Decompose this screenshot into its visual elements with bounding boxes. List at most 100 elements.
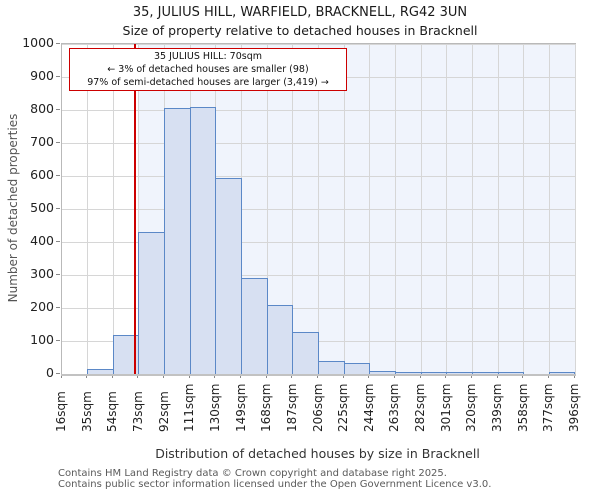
x-axis-line xyxy=(61,374,576,376)
x-tick-label: 111sqm xyxy=(182,383,197,432)
x-tick-mark xyxy=(393,374,395,378)
property-annotation-box: 35 JULIUS HILL: 70sqm ← 3% of detached h… xyxy=(69,48,347,91)
y-tick-label: 600 xyxy=(30,167,54,182)
v-gridline xyxy=(138,44,140,374)
y-tick-label: 400 xyxy=(30,233,54,248)
x-tick-label: 225sqm xyxy=(336,383,351,432)
y-tick-mark xyxy=(56,75,60,77)
v-gridline xyxy=(523,44,525,374)
v-gridline xyxy=(112,44,114,374)
y-tick-label: 100 xyxy=(30,332,54,347)
footer-line-1: Contains HM Land Registry data © Crown c… xyxy=(58,468,447,479)
x-tick-label: 244sqm xyxy=(361,383,376,432)
histogram-bar xyxy=(343,363,371,374)
x-tick-label: 168sqm xyxy=(259,383,274,432)
v-gridline xyxy=(471,44,473,374)
histogram-bar xyxy=(164,108,191,374)
v-gridline xyxy=(446,44,448,374)
x-tick-mark xyxy=(265,374,267,378)
chart-title: 35, JULIUS HILL, WARFIELD, BRACKNELL, RG… xyxy=(132,5,468,20)
histogram-bar xyxy=(548,372,576,374)
x-tick-label: 35sqm xyxy=(79,391,94,432)
y-tick-label: 800 xyxy=(30,101,54,116)
x-tick-label: 16sqm xyxy=(54,391,68,432)
y-tick-mark xyxy=(56,306,60,308)
histogram-bar xyxy=(241,278,268,374)
x-tick-label: 339sqm xyxy=(490,383,505,432)
attribution-footer: Contains HM Land Registry data © Crown c… xyxy=(58,468,598,490)
x-tick-mark xyxy=(214,374,216,378)
y-tick-label: 200 xyxy=(30,299,54,314)
x-tick-mark xyxy=(547,374,549,378)
x-tick-label: 206sqm xyxy=(310,383,325,432)
x-tick-mark xyxy=(240,374,242,378)
x-tick-mark xyxy=(496,374,498,378)
histogram-bar xyxy=(189,107,217,374)
histogram-bar xyxy=(215,178,243,374)
x-tick-mark xyxy=(188,374,190,378)
y-tick-mark xyxy=(56,273,60,275)
x-tick-label: 263sqm xyxy=(387,383,402,432)
y-tick-label: 300 xyxy=(30,266,54,281)
annotation-line-2: ← 3% of detached houses are smaller (98) xyxy=(107,64,309,75)
x-tick-mark xyxy=(342,374,344,378)
histogram-bar xyxy=(497,372,525,374)
y-tick-mark xyxy=(56,141,60,143)
v-gridline xyxy=(343,44,345,374)
histogram-bar xyxy=(292,332,319,374)
x-tick-mark xyxy=(163,374,165,378)
x-tick-mark xyxy=(111,374,113,378)
v-gridline xyxy=(497,44,499,374)
y-tick-label: 1000 xyxy=(22,35,54,50)
y-tick-mark xyxy=(56,372,60,374)
x-tick-label: 282sqm xyxy=(413,383,428,432)
x-tick-label: 92sqm xyxy=(156,391,171,432)
x-axis-title: Distribution of detached houses by size … xyxy=(155,446,480,461)
v-gridline xyxy=(574,44,576,374)
histogram-bar xyxy=(138,232,166,374)
y-tick-label: 900 xyxy=(30,68,54,83)
x-tick-label: 320sqm xyxy=(464,383,479,432)
v-gridline xyxy=(394,44,396,374)
x-tick-mark xyxy=(470,374,472,378)
x-tick-mark xyxy=(60,374,62,378)
footer-line-2: Contains public sector information licen… xyxy=(58,479,492,490)
v-gridline xyxy=(292,44,294,374)
annotation-line-3: 97% of semi-detached houses are larger (… xyxy=(87,77,329,88)
x-tick-label: 301sqm xyxy=(438,383,453,432)
x-tick-mark xyxy=(137,374,139,378)
x-tick-mark xyxy=(317,374,318,378)
v-gridline xyxy=(87,44,89,374)
x-tick-mark xyxy=(291,374,293,378)
y-tick-mark xyxy=(56,174,60,176)
x-tick-mark xyxy=(573,374,575,378)
y-tick-mark xyxy=(56,207,60,209)
y-tick-mark xyxy=(56,42,60,44)
x-tick-label: 149sqm xyxy=(233,383,248,432)
plot-area: 35 JULIUS HILL: 70sqm ← 3% of detached h… xyxy=(61,43,576,376)
v-gridline xyxy=(266,44,268,374)
annotation-line-1: 35 JULIUS HILL: 70sqm xyxy=(153,51,263,62)
x-tick-mark xyxy=(445,374,447,378)
x-tick-mark xyxy=(368,374,370,378)
chart-subtitle: Size of property relative to detached ho… xyxy=(122,23,478,38)
property-size-marker-line xyxy=(133,44,136,374)
y-tick-mark xyxy=(56,339,60,341)
x-tick-label: 358sqm xyxy=(515,383,530,432)
x-tick-label: 130sqm xyxy=(207,383,222,432)
y-tick-label: 700 xyxy=(30,134,54,149)
x-tick-mark xyxy=(419,374,421,378)
histogram-bar xyxy=(266,305,294,374)
x-tick-label: 54sqm xyxy=(105,391,120,432)
y-tick-mark xyxy=(56,240,60,242)
x-tick-label: 377sqm xyxy=(541,383,556,432)
v-gridline xyxy=(548,44,550,374)
y-tick-label: 500 xyxy=(30,200,54,215)
v-gridline xyxy=(318,44,319,374)
v-gridline xyxy=(420,44,422,374)
y-tick-label: 0 xyxy=(46,365,54,380)
x-tick-label: 187sqm xyxy=(284,383,299,432)
x-tick-label: 396sqm xyxy=(567,383,581,432)
y-tick-mark xyxy=(56,108,60,110)
